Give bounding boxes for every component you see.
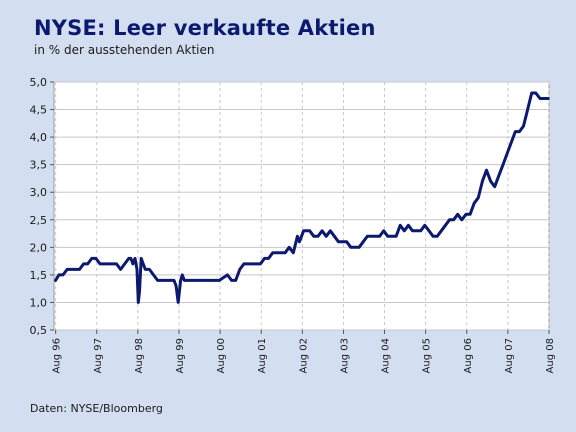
y-tick-label: 0,5 (30, 324, 48, 337)
series-layer (54, 91, 550, 304)
x-tick-label: Aug 99 (175, 338, 186, 373)
x-tick-label: Aug 01 (257, 338, 268, 373)
y-tick-label: 5,0 (30, 76, 48, 89)
y-tick-label: 1,0 (30, 296, 48, 309)
y-tick-label: 3,0 (30, 186, 48, 199)
x-tick-label: Aug 08 (545, 338, 556, 373)
x-tick-label: Aug 00 (216, 338, 227, 373)
y-tick-label: 2,0 (30, 241, 48, 254)
x-tick-label: Aug 98 (134, 338, 145, 373)
x-tick-label: Aug 02 (298, 338, 309, 373)
y-axis-ticks: 0,5 1,0 1,5 2,0 2,5 3,0 3,5 4,0 4,5 5,0 (30, 76, 54, 337)
y-tick-label: 3,5 (30, 159, 48, 172)
chart-title: NYSE: Leer verkaufte Aktien (34, 16, 376, 40)
y-tick-label: 4,5 (30, 104, 48, 117)
y-tick-label: 4,0 (30, 131, 48, 144)
data-source-note: Daten: NYSE/Bloomberg (30, 402, 163, 415)
x-tick-label: Aug 03 (339, 338, 350, 373)
x-tick-label: Aug 97 (93, 338, 104, 373)
series-line (54, 91, 550, 304)
x-tick-label: Aug 04 (381, 338, 392, 373)
chart-subtitle: in % der ausstehenden Aktien (34, 43, 215, 57)
x-axis-ticks: Aug 96 Aug 97 Aug 98 Aug 99 Aug 00 Aug 01 Aug … (52, 330, 556, 373)
x-tick-label: Aug 06 (463, 338, 474, 373)
x-tick-label: Aug 07 (504, 338, 515, 373)
y-tick-label: 1,5 (30, 269, 48, 282)
x-tick-label: Aug 96 (52, 338, 63, 373)
y-tick-label: 2,5 (30, 214, 48, 227)
x-tick-label: Aug 05 (422, 338, 433, 373)
